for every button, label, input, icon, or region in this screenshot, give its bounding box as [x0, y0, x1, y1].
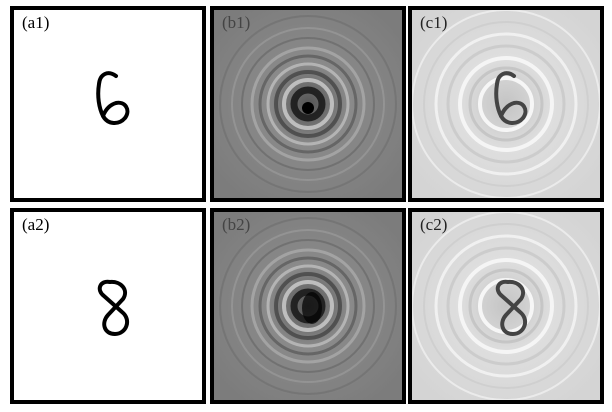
page: (a1) (b1) (c1) (a2) (b2) [0, 0, 612, 412]
panel-label: (c2) [420, 215, 447, 234]
panel-a2: (a2) [12, 210, 204, 402]
panel-label: (b2) [222, 215, 250, 234]
panel-a1: (a1) [12, 8, 204, 200]
panel-label: (c1) [420, 13, 447, 32]
panel-label: (a1) [22, 13, 49, 32]
panel-b1: (b1) [212, 8, 404, 200]
panel-c1: (c1) [410, 8, 602, 200]
panel-label: (b1) [222, 13, 250, 32]
figure: (a1) (b1) (c1) (a2) (b2) [0, 0, 612, 412]
panel-label: (a2) [22, 215, 49, 234]
panel-b2: (b2) [212, 210, 404, 402]
panel-c2: (c2) [410, 210, 602, 402]
